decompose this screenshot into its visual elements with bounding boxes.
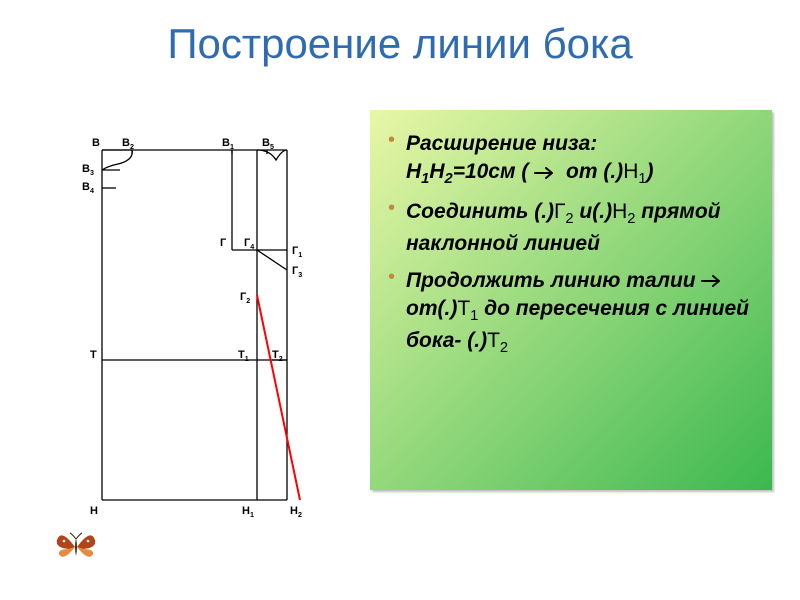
instructions-panel: Расширение низа: Н1Н2=10см ( от (.)Н1) Со… bbox=[370, 110, 772, 490]
svg-text:Г1: Г1 bbox=[292, 245, 302, 259]
svg-text:В2: В2 bbox=[122, 137, 134, 151]
bullet-item: Соединить (.)Г2 и(.)Н2 прямой наклонной … bbox=[384, 198, 758, 258]
svg-text:В5: В5 bbox=[262, 137, 274, 151]
pattern-diagram: В В2 В1 В5 В3 В4 Г Г4 Г1 Г3 Г2 Т Т1 Т2 Н Н1 Н2 bbox=[62, 130, 342, 520]
butterfly-icon bbox=[55, 532, 97, 567]
arrow-icon bbox=[701, 274, 727, 288]
svg-text:Г3: Г3 bbox=[292, 265, 302, 279]
svg-text:Т1: Т1 bbox=[238, 349, 249, 363]
butterfly-svg bbox=[55, 532, 97, 562]
svg-text:Т: Т bbox=[90, 349, 97, 361]
svg-text:Н: Н bbox=[90, 505, 98, 517]
bullet-item: Расширение низа: Н1Н2=10см ( от (.)Н1) bbox=[384, 130, 758, 190]
svg-text:Т2: Т2 bbox=[272, 349, 283, 363]
slide-title: Построение линии бока bbox=[0, 20, 800, 68]
svg-text:Г4: Г4 bbox=[244, 237, 254, 251]
svg-text:Н1: Н1 bbox=[242, 505, 254, 519]
svg-text:Г2: Г2 bbox=[240, 291, 250, 305]
svg-text:В1: В1 bbox=[222, 137, 234, 151]
svg-text:В: В bbox=[92, 137, 100, 149]
svg-text:Н2: Н2 bbox=[290, 505, 302, 519]
svg-text:В3: В3 bbox=[82, 163, 94, 177]
svg-text:В4: В4 bbox=[82, 181, 94, 195]
bullet-list: Расширение низа: Н1Н2=10см ( от (.)Н1) Со… bbox=[384, 130, 758, 359]
bullet-item: Продолжить линию талии от(.)Т1 до пересе… bbox=[384, 267, 758, 359]
title-text: Построение линии бока bbox=[167, 20, 632, 67]
svg-text:Г: Г bbox=[220, 237, 227, 249]
diagram-svg: В В2 В1 В5 В3 В4 Г Г4 Г1 Г3 Г2 Т Т1 Т2 Н Н1 Н2 bbox=[62, 130, 342, 520]
arrow-icon bbox=[534, 166, 560, 180]
